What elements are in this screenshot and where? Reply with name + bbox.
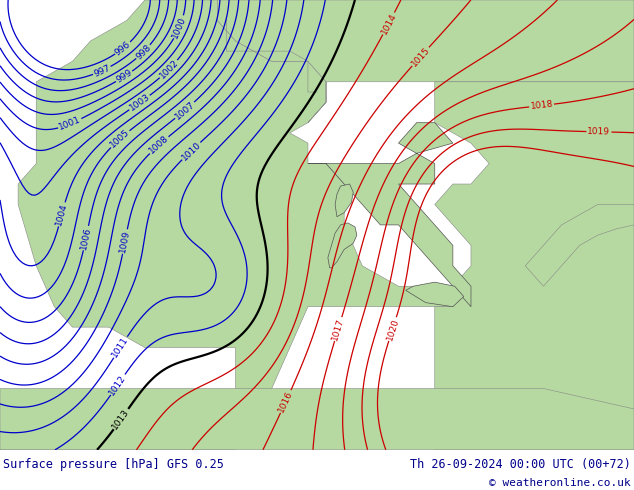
Polygon shape xyxy=(526,204,634,286)
Text: 1001: 1001 xyxy=(58,115,82,132)
Text: 999: 999 xyxy=(115,68,134,85)
Polygon shape xyxy=(335,184,353,217)
Text: Th 26-09-2024 00:00 UTC (00+72): Th 26-09-2024 00:00 UTC (00+72) xyxy=(410,458,631,471)
Text: 1009: 1009 xyxy=(119,229,132,254)
Text: 1008: 1008 xyxy=(148,134,171,156)
Text: 998: 998 xyxy=(134,43,153,61)
Polygon shape xyxy=(406,282,463,307)
Text: 1014: 1014 xyxy=(379,11,398,36)
Text: 997: 997 xyxy=(92,63,112,78)
Polygon shape xyxy=(0,0,453,450)
Text: 1002: 1002 xyxy=(158,58,180,80)
Text: 1000: 1000 xyxy=(171,15,188,40)
Text: 1005: 1005 xyxy=(108,128,131,150)
Text: Surface pressure [hPa] GFS 0.25: Surface pressure [hPa] GFS 0.25 xyxy=(3,458,224,471)
Text: 996: 996 xyxy=(113,39,133,57)
Text: 1013: 1013 xyxy=(111,407,131,431)
Polygon shape xyxy=(308,122,471,307)
Polygon shape xyxy=(217,0,634,122)
Polygon shape xyxy=(0,389,634,450)
Polygon shape xyxy=(435,82,634,450)
Text: 1018: 1018 xyxy=(529,100,553,111)
Text: 1004: 1004 xyxy=(55,202,69,226)
Text: 1019: 1019 xyxy=(587,127,611,137)
Text: © weatheronline.co.uk: © weatheronline.co.uk xyxy=(489,478,631,488)
Text: 1012: 1012 xyxy=(108,373,128,397)
Text: 1003: 1003 xyxy=(127,92,152,113)
Text: 1007: 1007 xyxy=(173,99,197,121)
Polygon shape xyxy=(328,223,357,268)
Text: 1010: 1010 xyxy=(179,140,203,162)
Text: 1017: 1017 xyxy=(330,317,346,342)
Text: 1020: 1020 xyxy=(385,317,400,342)
Text: 1016: 1016 xyxy=(277,389,295,414)
Text: 1015: 1015 xyxy=(410,45,432,68)
Text: 1011: 1011 xyxy=(110,335,131,359)
Text: 1006: 1006 xyxy=(79,226,93,250)
